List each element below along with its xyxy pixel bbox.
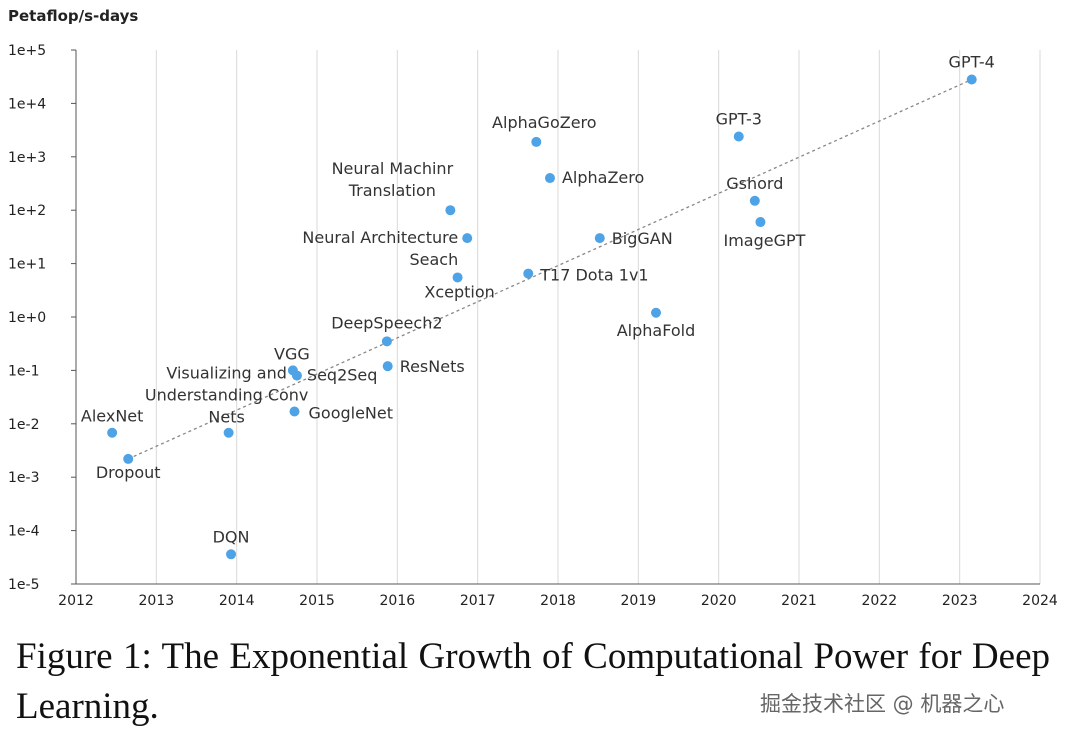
data-point	[452, 272, 463, 283]
point-label: Neural Machinr Translation	[332, 159, 454, 200]
x-tick-label: 2021	[781, 593, 817, 609]
watermark: 掘金技术社区 @ 机器之心	[760, 692, 1005, 716]
data-point	[755, 217, 766, 228]
point-label: AlphaFold	[617, 321, 696, 340]
x-tick-label: 2015	[299, 593, 335, 609]
point-labels: AlexNet Dropout DQN Visualizing and Understa…	[81, 53, 995, 547]
y-tick-label: 1e-2	[8, 417, 39, 433]
data-point	[544, 173, 555, 184]
point-label: VGG	[274, 344, 310, 363]
x-tick-label: 2016	[380, 593, 416, 609]
data-point	[445, 205, 456, 216]
data-point	[462, 233, 473, 244]
point-label: AlexNet	[81, 407, 144, 426]
data-point	[531, 136, 542, 147]
data-point	[523, 268, 534, 279]
x-tick-label: 2017	[460, 593, 496, 609]
data-point	[107, 427, 118, 438]
x-tick-label: 2023	[942, 593, 978, 609]
y-tick-label: 1e-5	[8, 577, 39, 593]
y-tick-label: 1e+2	[8, 203, 46, 219]
data-point	[123, 453, 134, 464]
x-tick-label: 2014	[219, 593, 255, 609]
y-tick-label: 1e-1	[8, 363, 39, 379]
point-label: Dropout	[96, 463, 161, 482]
point-label: DeepSpeech2	[331, 313, 442, 332]
y-axis-label: Petaflop/s-days	[8, 7, 138, 25]
chart: Petaflop/s-days 1e-5 1e-4 1e-3 1e-2 1e-1 1e+0…	[8, 7, 1058, 609]
data-point	[749, 195, 760, 206]
y-tick-label: 1e+0	[8, 310, 46, 326]
point-label: GPT-4	[949, 53, 995, 72]
y-tick-label: 1e-4	[8, 524, 40, 540]
grid	[75, 50, 1041, 584]
figure-caption: Figure 1: The Exponential Growth of Comp…	[16, 636, 1050, 727]
y-tick-label: 1e+4	[8, 96, 46, 112]
point-label: Visualizing and Understanding Conv Nets	[145, 364, 309, 427]
point-label: ResNets	[400, 357, 465, 376]
data-point	[594, 233, 605, 244]
point-label: BigGAN	[612, 229, 673, 248]
point-label: GPT-3	[716, 109, 762, 128]
data-point	[382, 361, 393, 372]
data-point	[381, 336, 392, 347]
trend-line	[127, 78, 972, 460]
data-point	[226, 549, 237, 560]
point-label: AlphaZero	[562, 168, 644, 187]
data-point	[223, 427, 234, 438]
x-tick-label: 2012	[58, 593, 94, 609]
data-point	[966, 74, 977, 85]
data-point	[291, 370, 302, 381]
point-label: ImageGPT	[723, 231, 805, 250]
y-tick-label: 1e-3	[8, 470, 39, 486]
x-tick-label: 2024	[1022, 593, 1058, 609]
y-tick-label: 1e+3	[8, 150, 46, 166]
point-label: GoogleNet	[309, 403, 394, 422]
x-tick-label: 2018	[540, 593, 576, 609]
y-tick-label: 1e+5	[8, 43, 46, 59]
x-tick-label: 2020	[701, 593, 737, 609]
y-tick-labels: 1e-5 1e-4 1e-3 1e-2 1e-1 1e+0 1e+1 1e+2 1e+3 1e+4…	[8, 43, 76, 593]
y-tick-label: 1e+1	[8, 257, 46, 273]
x-tick-labels: 2012 2013 2014 2015 2016 2017 2018 2019 2020 2021…	[58, 593, 1058, 609]
data-point	[651, 307, 662, 318]
point-label: T17 Dota 1v1	[539, 266, 648, 285]
x-tick-label: 2022	[862, 593, 898, 609]
point-label: Neural Architecture Seach	[302, 228, 458, 269]
x-tick-label: 2019	[621, 593, 657, 609]
data-point	[289, 406, 300, 417]
x-tick-label: 2013	[139, 593, 175, 609]
point-label: Xception	[424, 282, 494, 301]
point-label: Gshord	[726, 174, 783, 193]
data-points	[107, 74, 977, 560]
point-label: AlphaGoZero	[492, 113, 597, 132]
point-label: Seq2Seq	[307, 366, 378, 385]
data-point	[733, 131, 744, 142]
point-label: DQN	[213, 527, 250, 546]
